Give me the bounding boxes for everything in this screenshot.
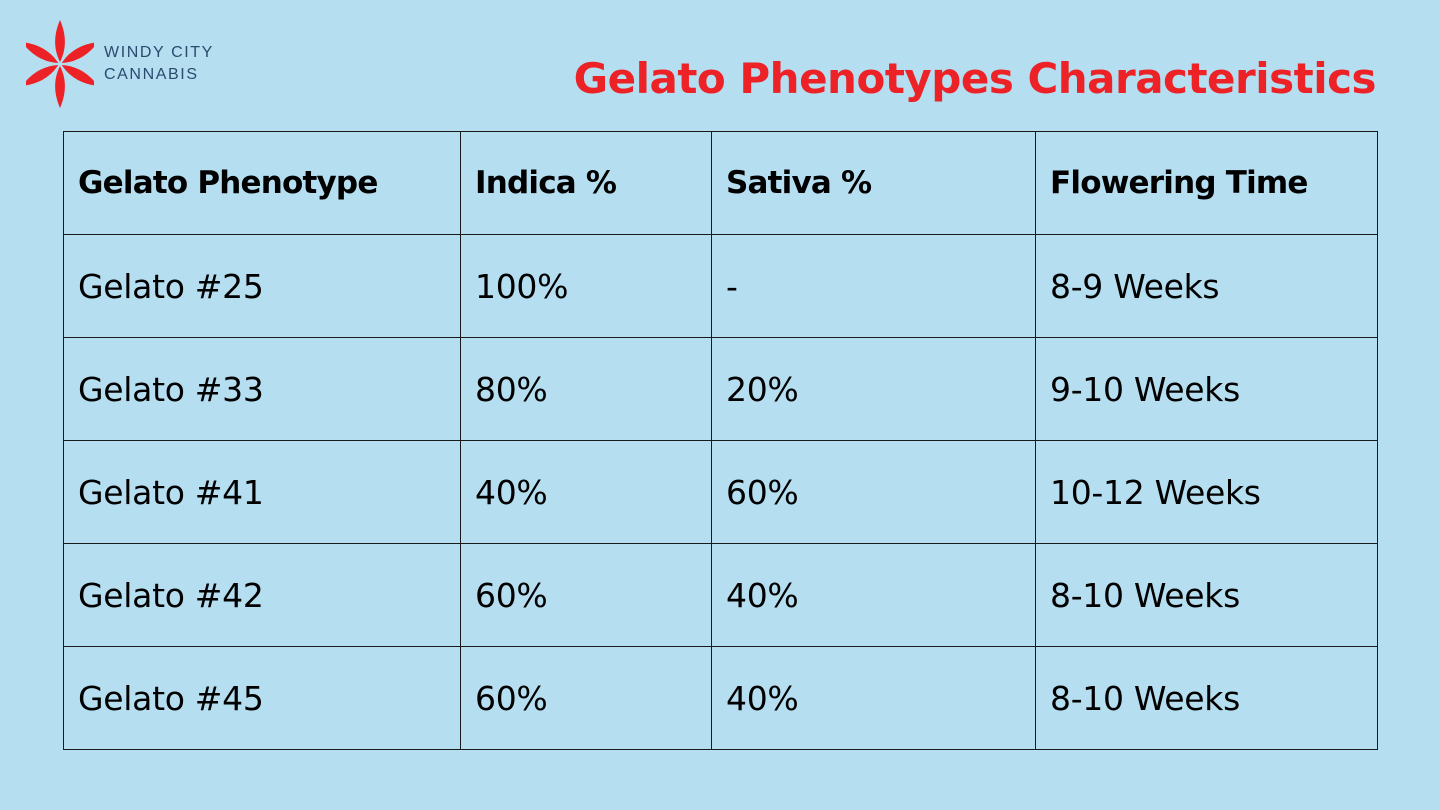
table-header-row: Gelato Phenotype Indica % Sativa % Flowe… bbox=[63, 131, 1378, 235]
table-row: Gelato #41 40% 60% 10-12 Weeks bbox=[63, 440, 1378, 544]
cell-flowering-time: 8-10 Weeks bbox=[1035, 543, 1378, 647]
header-indica: Indica % bbox=[460, 131, 712, 235]
brand-name-line2: CANNABIS bbox=[104, 66, 199, 83]
cell-sativa: 60% bbox=[711, 440, 1036, 544]
cell-phenotype: Gelato #33 bbox=[63, 337, 461, 441]
header-flowering-time: Flowering Time bbox=[1035, 131, 1378, 235]
cell-flowering-time: 8-9 Weeks bbox=[1035, 234, 1378, 338]
cell-phenotype: Gelato #42 bbox=[63, 543, 461, 647]
phenotype-table: Gelato Phenotype Indica % Sativa % Flowe… bbox=[63, 131, 1378, 750]
cell-indica: 60% bbox=[460, 646, 712, 750]
table-row: Gelato #45 60% 40% 8-10 Weeks bbox=[63, 646, 1378, 750]
cell-indica: 40% bbox=[460, 440, 712, 544]
cell-flowering-time: 8-10 Weeks bbox=[1035, 646, 1378, 750]
table-row: Gelato #33 80% 20% 9-10 Weeks bbox=[63, 337, 1378, 441]
brand-name: WINDY CITY CANNABIS bbox=[104, 42, 214, 86]
header-phenotype: Gelato Phenotype bbox=[63, 131, 461, 235]
cell-flowering-time: 9-10 Weeks bbox=[1035, 337, 1378, 441]
brand-logo: WINDY CITY CANNABIS bbox=[26, 20, 214, 108]
cell-phenotype: Gelato #25 bbox=[63, 234, 461, 338]
cell-phenotype: Gelato #45 bbox=[63, 646, 461, 750]
cell-indica: 60% bbox=[460, 543, 712, 647]
header-sativa: Sativa % bbox=[711, 131, 1036, 235]
cell-sativa: 40% bbox=[711, 543, 1036, 647]
cell-sativa: 20% bbox=[711, 337, 1036, 441]
table-row: Gelato #42 60% 40% 8-10 Weeks bbox=[63, 543, 1378, 647]
page-title: Gelato Phenotypes Characteristics bbox=[573, 54, 1377, 103]
cell-sativa: - bbox=[711, 234, 1036, 338]
brand-name-line1: WINDY CITY bbox=[104, 44, 214, 61]
cell-flowering-time: 10-12 Weeks bbox=[1035, 440, 1378, 544]
flower-logo-icon bbox=[26, 20, 94, 108]
table-row: Gelato #25 100% - 8-9 Weeks bbox=[63, 234, 1378, 338]
cell-indica: 100% bbox=[460, 234, 712, 338]
cell-indica: 80% bbox=[460, 337, 712, 441]
cell-sativa: 40% bbox=[711, 646, 1036, 750]
cell-phenotype: Gelato #41 bbox=[63, 440, 461, 544]
